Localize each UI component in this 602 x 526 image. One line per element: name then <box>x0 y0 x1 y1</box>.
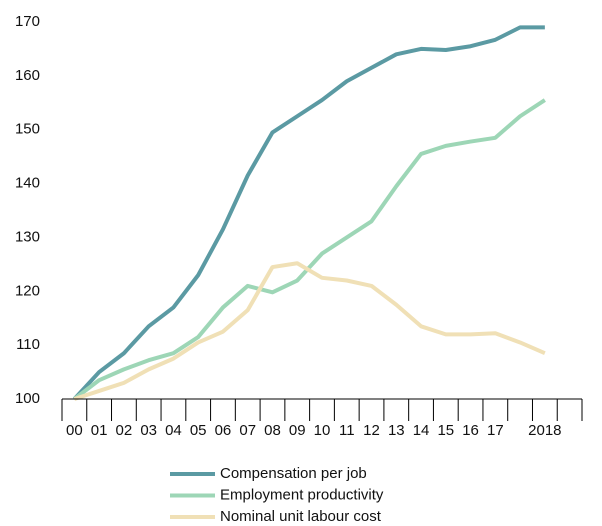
y-tick-label: 120 <box>15 282 40 299</box>
x-tick-label: 02 <box>116 422 133 439</box>
x-tick-label: 17 <box>487 422 504 439</box>
x-tick-label: 11 <box>339 422 355 439</box>
x-tick-label: 01 <box>91 422 108 439</box>
x-tick-label: 07 <box>239 422 256 439</box>
y-tick-label: 170 <box>15 13 40 30</box>
y-tick-label: 110 <box>16 336 40 353</box>
legend-label: Employment productivity <box>220 486 384 503</box>
x-tick-label: 09 <box>289 422 306 439</box>
series-line <box>73 98 546 401</box>
x-tick-label: 00 <box>66 422 83 439</box>
x-tick-label: 05 <box>190 422 207 439</box>
y-tick-label: 100 <box>15 390 40 407</box>
x-tick-label: 15 <box>437 422 454 439</box>
x-tick-label: 03 <box>140 422 157 439</box>
x-tick-label: 2018 <box>528 422 561 439</box>
series-line <box>72 25 545 401</box>
legend-label: Compensation per job <box>220 465 367 482</box>
legend-label: Nominal unit labour cost <box>220 508 382 525</box>
x-tick-label: 12 <box>363 422 380 439</box>
y-tick-label: 140 <box>15 175 40 192</box>
x-tick-label: 10 <box>314 422 331 439</box>
x-tick-label: 06 <box>215 422 232 439</box>
x-tick-label: 16 <box>462 422 479 439</box>
x-tick-label: 08 <box>264 422 281 439</box>
y-tick-label: 160 <box>15 67 40 84</box>
y-tick-label: 130 <box>15 228 40 245</box>
x-tick-label: 13 <box>388 422 405 439</box>
y-tick-label: 150 <box>15 121 40 138</box>
series-line <box>73 261 546 401</box>
x-tick-label: 04 <box>165 422 182 439</box>
x-tick-label: 14 <box>413 422 430 439</box>
